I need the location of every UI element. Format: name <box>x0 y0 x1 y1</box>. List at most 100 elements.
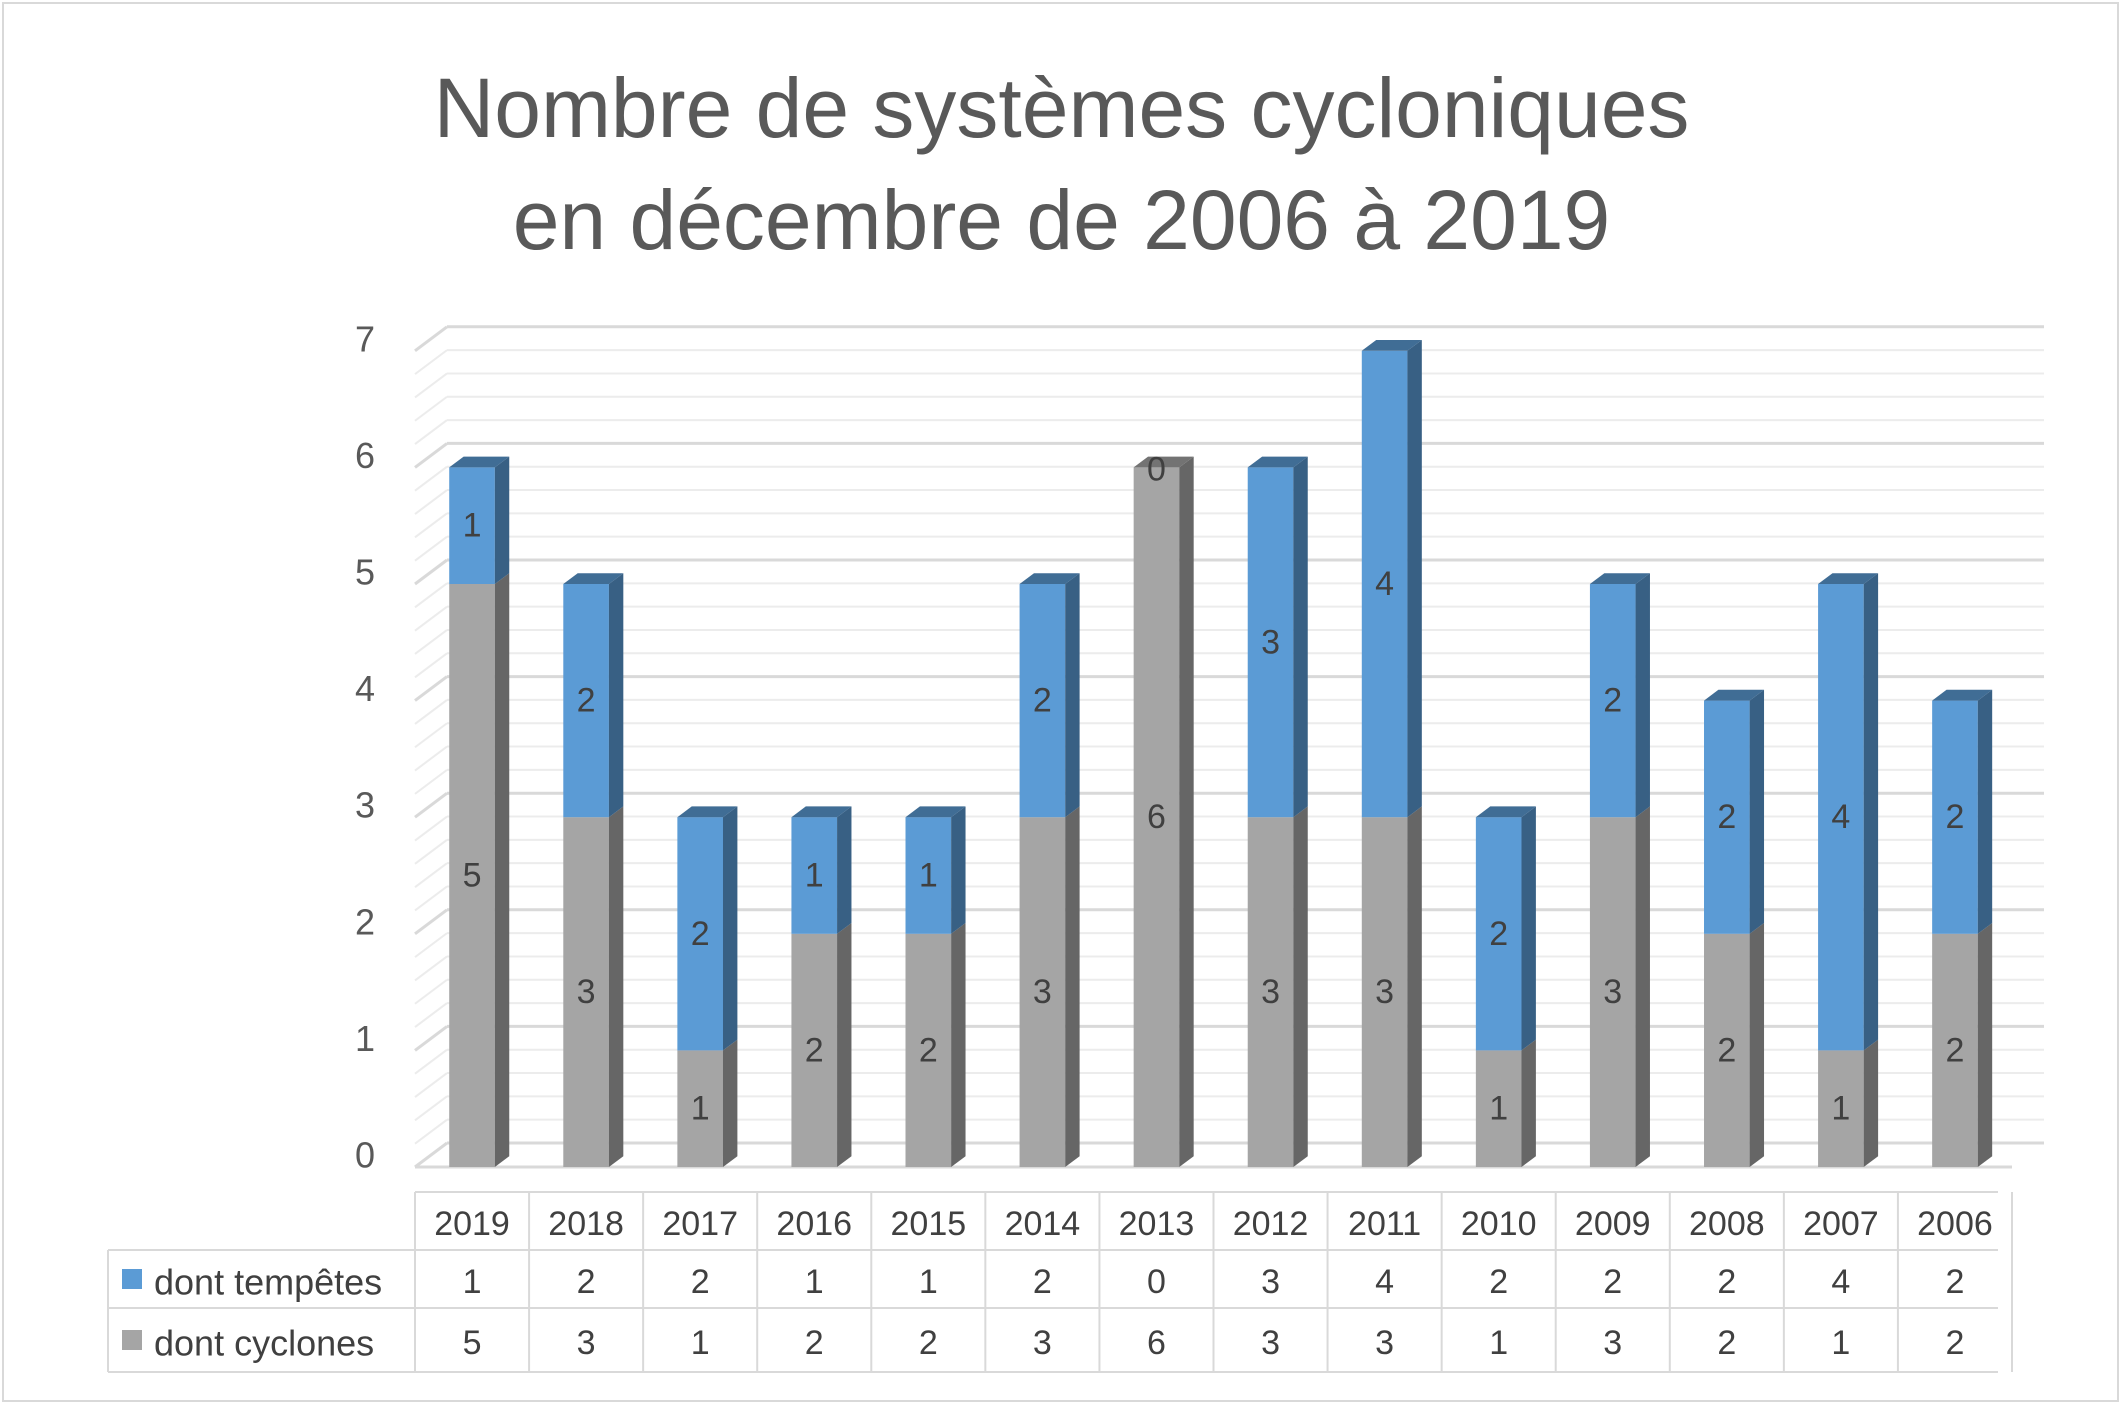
bar-cyclones-side <box>1407 806 1422 1167</box>
data-label-cyclones: 3 <box>1603 973 1622 1011</box>
side-minor-gridline <box>414 815 448 842</box>
side-minor-gridline <box>414 489 448 515</box>
data-label-tempetes: 2 <box>691 915 710 953</box>
bar-cyclones-front <box>1361 817 1408 1167</box>
table-cell-tempetes: 1 <box>919 1263 938 1301</box>
data-label-tempetes: 1 <box>805 857 824 895</box>
table-cell-tempetes: 2 <box>1603 1263 1622 1301</box>
bar-top <box>905 806 966 818</box>
side-minor-gridline <box>414 955 448 982</box>
data-label-cyclones: 2 <box>805 1031 824 1069</box>
data-label-cyclones: 1 <box>1489 1090 1508 1128</box>
y-tick-label: 6 <box>355 435 375 476</box>
side-minor-gridline <box>414 839 448 865</box>
side-minor-gridline <box>414 885 448 912</box>
bar-top <box>1475 806 1536 818</box>
bar-tempetes-side <box>1521 806 1536 1051</box>
bar-cyclones-front <box>791 933 838 1167</box>
data-label-tempetes: 2 <box>1603 682 1622 720</box>
side-gridline <box>414 1141 448 1169</box>
side-minor-gridline <box>414 652 448 679</box>
bar-cyclones-front <box>1932 933 1978 1167</box>
table-cell-tempetes: 1 <box>805 1263 824 1301</box>
table-header-year: 2007 <box>1803 1205 1879 1243</box>
bar-cyclones-side <box>608 806 624 1167</box>
side-gridline <box>414 1025 448 1052</box>
bar-tempetes-side <box>1065 573 1080 818</box>
bar-cyclones-side <box>1293 806 1308 1167</box>
data-label-tempetes: 4 <box>1831 798 1850 836</box>
data-label-cyclones: 3 <box>1261 973 1280 1011</box>
bar-tempetes-side <box>1863 573 1879 1051</box>
y-tick-label: 4 <box>355 668 375 709</box>
side-minor-gridline <box>414 1002 448 1028</box>
side-minor-gridline <box>414 512 448 539</box>
data-label-tempetes: 2 <box>577 682 596 720</box>
bar-cyclones-front <box>677 1050 723 1167</box>
bar-top <box>449 456 510 468</box>
bar-cyclones-front <box>1247 817 1294 1167</box>
y-tick-label: 5 <box>355 552 375 593</box>
bar-tempetes-front <box>1019 584 1066 818</box>
side-minor-gridline <box>414 722 448 749</box>
data-label-tempetes: 2 <box>1717 798 1736 836</box>
table-cell-cyclones: 3 <box>1033 1324 1052 1362</box>
table-header-year: 2015 <box>891 1205 967 1243</box>
table-header-year: 2019 <box>434 1205 510 1243</box>
data-label-cyclones: 6 <box>1147 798 1166 836</box>
data-label-cyclones: 1 <box>691 1090 710 1128</box>
bar-top <box>677 806 738 818</box>
table-cell-cyclones: 2 <box>1717 1324 1736 1362</box>
table-cell-cyclones: 2 <box>805 1324 824 1362</box>
table-cell-cyclones: 1 <box>691 1324 710 1362</box>
bar-tempetes-front <box>1475 817 1522 1051</box>
bar-top <box>1361 340 1422 351</box>
table-cell-cyclones: 1 <box>1489 1324 1508 1362</box>
table-header-year: 2018 <box>548 1205 624 1243</box>
bar-cyclones-front <box>563 817 609 1167</box>
bar-tempetes-side <box>951 806 966 934</box>
bar-cyclones-side <box>1863 1039 1879 1167</box>
side-gridline <box>414 908 448 935</box>
side-minor-gridline <box>414 1072 448 1098</box>
bar-tempetes-side <box>608 573 624 818</box>
bar-cyclones-front <box>1704 933 1750 1167</box>
table-cell-tempetes: 2 <box>1489 1263 1508 1301</box>
side-minor-gridline <box>414 769 448 795</box>
bar-cyclones-front <box>1589 817 1636 1167</box>
data-label-tempetes: 2 <box>1946 798 1965 836</box>
bar-tempetes-front <box>677 817 723 1051</box>
bar-top <box>563 573 624 584</box>
data-label-tempetes: 3 <box>1261 623 1280 661</box>
table-cell-cyclones: 6 <box>1147 1324 1166 1362</box>
side-minor-gridline <box>414 605 448 632</box>
legend-key-tempetes <box>122 1269 142 1289</box>
side-minor-gridline <box>414 862 448 888</box>
table-header-year: 2006 <box>1917 1205 1993 1243</box>
table-cell-tempetes: 2 <box>577 1263 596 1301</box>
bar-cyclones-front <box>1475 1050 1522 1167</box>
table-header-year: 2011 <box>1348 1205 1421 1243</box>
table-header-year: 2009 <box>1575 1205 1651 1243</box>
side-minor-gridline <box>414 932 448 958</box>
bar-tempetes-front <box>1361 350 1408 818</box>
bar-tempetes-side <box>1635 573 1650 818</box>
side-minor-gridline <box>414 535 448 562</box>
table-cell-cyclones: 5 <box>463 1324 482 1362</box>
side-minor-gridline <box>414 372 448 399</box>
bar-tempetes-front <box>563 584 609 818</box>
data-label-cyclones: 3 <box>1033 973 1052 1011</box>
side-minor-gridline <box>414 1118 448 1145</box>
bar-cyclones-front <box>1818 1050 1864 1167</box>
chart-title: Nombre de systèmes cycloniques en décemb… <box>433 61 1690 267</box>
table-cell-tempetes: 2 <box>1033 1263 1052 1301</box>
data-label-tempetes: 0 <box>1147 450 1166 488</box>
table-cell-tempetes: 2 <box>1717 1263 1736 1301</box>
table-cell-cyclones: 2 <box>1946 1324 1965 1362</box>
y-tick-label: 0 <box>355 1135 375 1176</box>
bar-tempetes-side <box>1749 689 1765 934</box>
table-cell-tempetes: 0 <box>1147 1263 1166 1301</box>
data-label-tempetes: 1 <box>919 857 938 895</box>
bar-cyclones-side <box>1635 806 1650 1167</box>
table-header-year: 2010 <box>1461 1205 1537 1243</box>
